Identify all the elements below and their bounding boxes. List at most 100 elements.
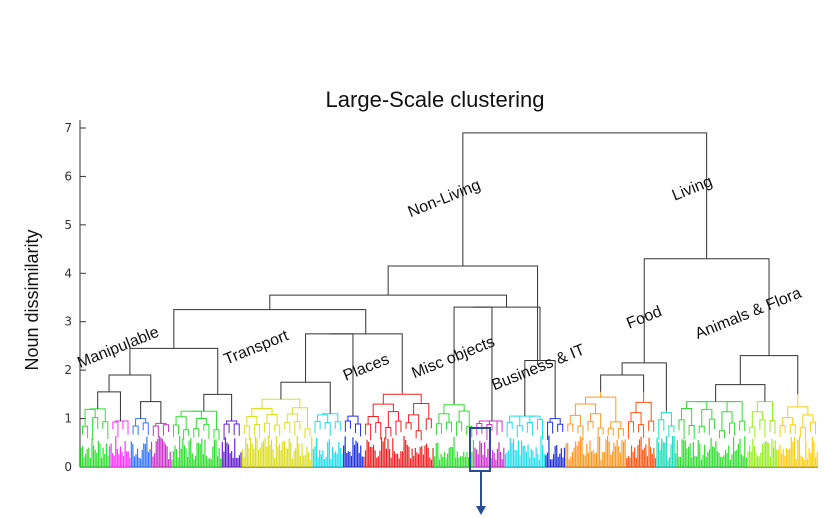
leaf-branch <box>435 423 442 435</box>
leaf-branch <box>413 403 430 419</box>
leaf-branch <box>82 425 89 439</box>
leaf-branch <box>610 421 622 429</box>
leaf-branch <box>476 422 483 435</box>
leaf-branch <box>769 420 776 434</box>
leaf-branch <box>590 413 602 429</box>
leaf-branch <box>226 420 238 425</box>
leaf-branch <box>274 424 281 437</box>
leaf-branch <box>183 429 190 440</box>
leaf-branch <box>425 418 432 431</box>
leaf-branch <box>506 421 513 438</box>
leaf-branch <box>385 427 392 440</box>
leaf-branch <box>114 420 126 422</box>
leaf-branch <box>443 404 465 414</box>
leaf-branch <box>729 422 736 436</box>
leaf-branch <box>456 421 463 437</box>
leaf-branch <box>223 423 230 441</box>
leaf-branch <box>387 411 399 428</box>
leaf-branch <box>526 422 533 436</box>
y-tick-label: 7 <box>64 121 72 135</box>
chart-title: Large-Scale clustering <box>326 87 545 112</box>
cluster-label: Transport <box>222 327 292 368</box>
tree-links <box>97 132 799 424</box>
leaf-branch <box>721 411 733 431</box>
leaf-branch <box>577 425 584 440</box>
leaf-branch <box>261 398 301 409</box>
tree-link <box>97 391 121 421</box>
tree-link <box>462 132 708 267</box>
y-axis-ticks: 0 1 2 3 4 5 6 7 <box>64 121 86 474</box>
leaf-branch <box>203 423 210 439</box>
leaf-branch <box>445 421 453 433</box>
y-tick-label: 2 <box>64 363 72 377</box>
leaf-branch <box>678 419 685 440</box>
cluster-label: Manipulable <box>75 324 161 372</box>
y-tick-label: 4 <box>64 266 72 280</box>
tree-link <box>473 306 541 361</box>
leaf-branch <box>284 422 291 434</box>
cluster-label: Places <box>341 351 392 385</box>
cluster-label: Business & IT <box>489 341 587 394</box>
leaf-branch <box>344 420 351 432</box>
leaf-branch <box>408 414 420 431</box>
leaf-branch <box>802 414 814 428</box>
leaf-branch <box>787 406 809 418</box>
leaf-branch <box>708 418 715 436</box>
leaf-branch <box>648 420 655 432</box>
tree-link <box>329 333 403 392</box>
leaf-branch <box>162 424 169 436</box>
leaf-branch <box>382 393 422 405</box>
tree-link <box>305 333 354 417</box>
leaf-branch <box>142 422 149 435</box>
leaf-branch <box>668 425 675 437</box>
leaf-branch <box>587 421 594 431</box>
leaf-branch <box>567 423 574 433</box>
leaf-branch <box>354 423 362 437</box>
y-tick-label: 3 <box>64 315 72 329</box>
leaf-branch <box>557 423 564 432</box>
leaf-branch <box>304 428 311 439</box>
tree-link <box>280 381 331 414</box>
leaf-branch <box>627 421 634 439</box>
leaf-branch <box>486 424 493 441</box>
leaf-branch <box>536 418 544 440</box>
y-axis-label: Noun dissimilarity <box>22 229 42 370</box>
leaf-branch <box>466 425 473 438</box>
leaf-branch <box>372 403 394 417</box>
leaf-branch <box>496 420 503 436</box>
tree-link <box>621 362 667 412</box>
tree-link <box>108 374 152 402</box>
leaf-branch <box>253 424 260 439</box>
leaf-branch <box>658 419 665 440</box>
leaf-branch <box>726 401 743 422</box>
leaf-branch <box>173 424 180 437</box>
down-arrow-head <box>476 506 486 515</box>
leaf-branch <box>799 426 806 440</box>
leaf-branch <box>688 424 695 439</box>
leaf-branch <box>89 408 106 422</box>
leaf-branch <box>617 428 624 439</box>
leaf-branch <box>686 401 708 410</box>
leaf-branch <box>630 412 642 425</box>
leaf-branch <box>324 422 331 436</box>
leaf-branch <box>243 425 250 440</box>
tree-link <box>129 347 219 395</box>
leaf-branch <box>233 423 240 436</box>
branch-annotation: Non-Living <box>406 177 483 221</box>
leaf-branch <box>607 427 614 436</box>
leaf-branch <box>314 420 321 433</box>
tree-link <box>269 294 507 310</box>
y-tick-label: 6 <box>64 169 72 183</box>
leaf-branch <box>322 413 339 422</box>
leaf-branches <box>80 391 818 467</box>
leaf-branch <box>597 427 604 439</box>
leaf-branch <box>195 417 207 429</box>
leaf-branch <box>347 415 359 424</box>
leaf-branch <box>365 423 372 441</box>
leaf-branch <box>638 424 645 439</box>
leaf-branch <box>264 422 271 438</box>
leaf-branch <box>789 424 796 435</box>
leaf-branch <box>759 419 766 437</box>
leaf-branch <box>135 418 147 426</box>
